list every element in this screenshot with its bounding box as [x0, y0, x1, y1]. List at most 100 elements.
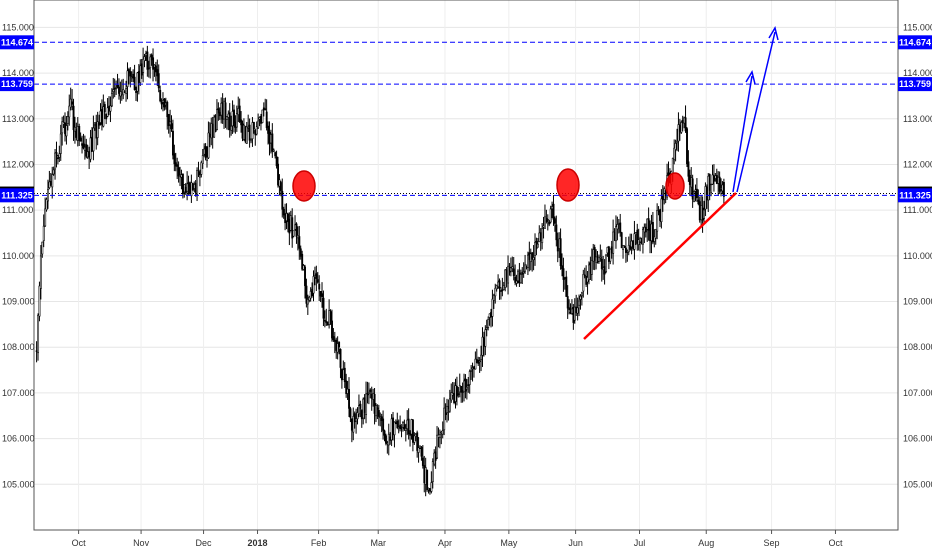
candle: [498, 278, 501, 300]
candle: [519, 269, 522, 284]
candle: [159, 85, 162, 103]
candle: [549, 205, 552, 224]
y-tick-label-right: 113.000: [903, 114, 932, 124]
candle: [515, 274, 518, 287]
candle: [536, 238, 539, 248]
candle: [102, 94, 105, 128]
candle: [312, 270, 315, 302]
price-badge-text: 111.325: [1, 190, 33, 200]
candle: [112, 77, 115, 99]
candle: [355, 408, 358, 434]
candle: [116, 73, 119, 89]
candle: [68, 94, 71, 126]
x-tick-label: Jul: [634, 538, 646, 548]
candle: [187, 175, 190, 195]
candle: [544, 204, 546, 229]
candle: [45, 197, 48, 212]
candle: [527, 251, 529, 276]
candle: [271, 123, 274, 158]
candle: [623, 245, 626, 249]
price-badge-text: 113.759: [899, 79, 931, 89]
candle: [532, 245, 535, 271]
candle: [578, 294, 581, 317]
candle: [44, 197, 47, 227]
candle: [369, 388, 372, 399]
candle: [426, 469, 429, 492]
candle: [326, 321, 329, 326]
candle: [687, 150, 690, 182]
candle: [230, 115, 233, 136]
candle: [680, 120, 683, 134]
candle: [376, 404, 379, 420]
candle: [553, 216, 556, 232]
candle: [722, 178, 725, 206]
candle: [118, 78, 120, 100]
candle: [92, 115, 95, 161]
y-tick-label-left: 112.000: [2, 159, 34, 169]
candle: [233, 104, 235, 133]
candle: [385, 433, 387, 446]
candle: [450, 383, 453, 403]
candle: [474, 351, 477, 370]
candle: [573, 298, 576, 324]
candle: [629, 233, 632, 251]
candle: [166, 100, 169, 130]
candle: [521, 267, 524, 284]
candle: [298, 225, 301, 260]
candle: [647, 207, 650, 241]
candle: [710, 183, 713, 197]
candle: [287, 212, 289, 233]
candle: [684, 105, 687, 133]
candle: [96, 111, 99, 146]
candle: [71, 89, 74, 111]
candle: [531, 251, 534, 272]
candle: [522, 262, 525, 278]
candle: [277, 156, 279, 188]
y-tick-label-right: 112.000: [903, 159, 932, 169]
x-axis: Oct Nov Dec 2018 Feb Mar Apr May Jun Jul Aug Sep Oct: [72, 530, 843, 548]
candle: [653, 229, 656, 248]
candle: [407, 408, 410, 440]
candle: [98, 114, 101, 129]
candle: [383, 429, 386, 442]
candle: [167, 113, 170, 134]
candle: [416, 430, 419, 458]
candle: [42, 214, 45, 248]
plot-frame: [33, 0, 899, 531]
candle: [580, 291, 583, 306]
candle: [336, 336, 339, 360]
candle: [494, 283, 497, 304]
candle: [656, 203, 659, 240]
candle: [199, 169, 201, 187]
x-tick-label: Apr: [438, 538, 452, 548]
candle: [693, 190, 696, 203]
candle: [593, 244, 596, 271]
candle: [509, 257, 512, 277]
y-tick-label-left: 113.000: [2, 114, 34, 124]
y-axis-right: 105.000 106.000 107.000 108.000 109.000 110.0…: [903, 22, 932, 489]
candle: [152, 48, 155, 82]
candle: [485, 319, 488, 337]
y-tick-label-right: 106.000: [903, 434, 932, 444]
candle: [448, 389, 451, 413]
candle: [636, 223, 639, 251]
candle: [420, 445, 423, 461]
candle: [480, 345, 483, 372]
candle: [160, 98, 163, 110]
candle: [561, 253, 564, 277]
candle: [677, 112, 680, 152]
candle: [181, 173, 184, 199]
y-tick-label-right: 105.000: [903, 479, 932, 489]
candle: [261, 109, 264, 124]
candle: [599, 244, 602, 262]
candle: [478, 357, 481, 373]
y-tick-label-left: 105.000: [2, 479, 35, 489]
y-tick-label-right: 107.000: [903, 388, 932, 398]
trendline-support: [583, 192, 737, 340]
candle: [322, 290, 325, 326]
projection-arrow-2: [736, 31, 776, 193]
candle: [637, 228, 640, 251]
candle: [441, 421, 444, 439]
candle: [267, 121, 270, 145]
price-badge-right: [898, 77, 932, 92]
